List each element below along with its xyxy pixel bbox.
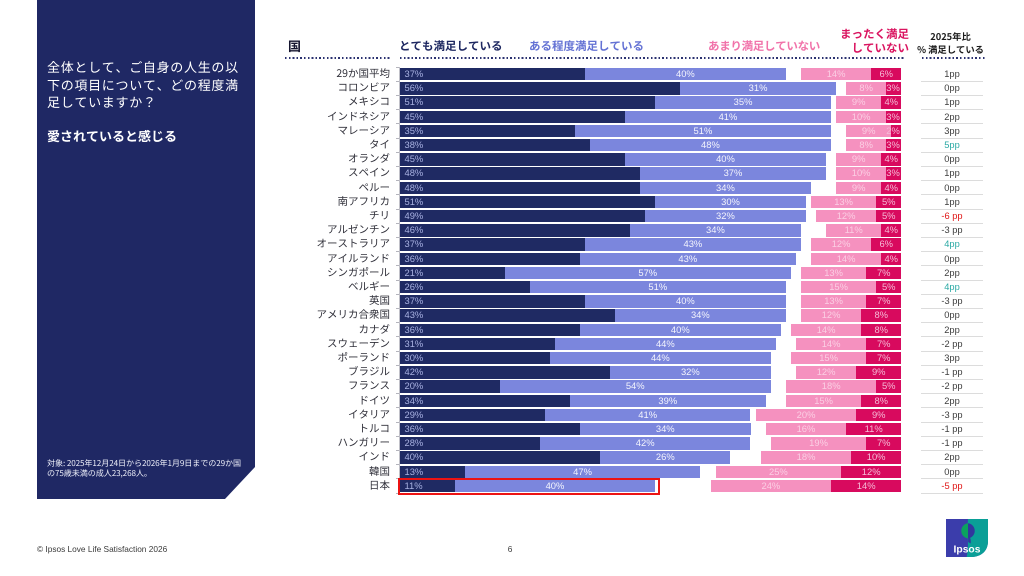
svg-text:Ipsos: Ipsos — [954, 544, 981, 555]
